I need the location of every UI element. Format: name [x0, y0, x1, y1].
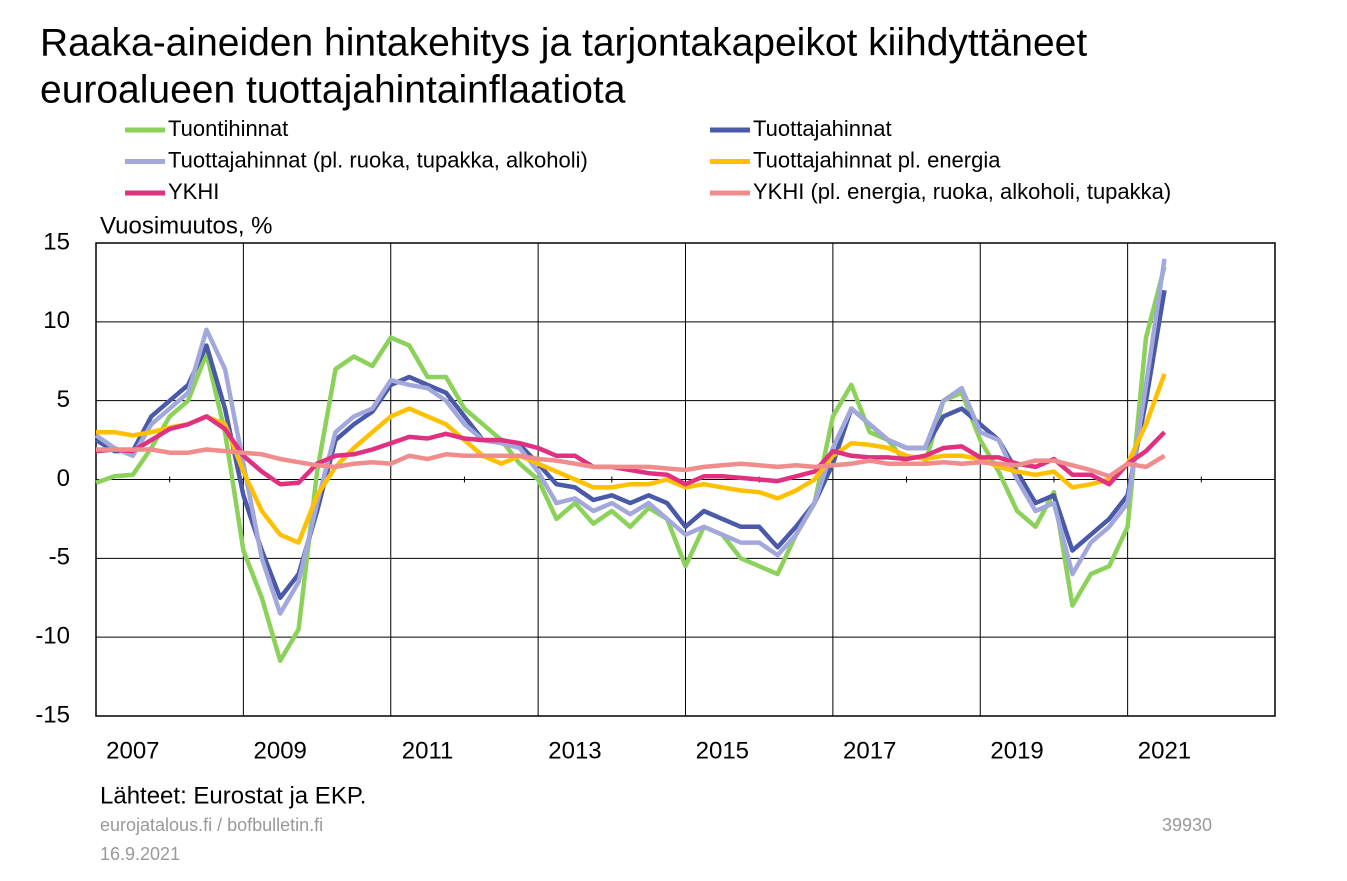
y-tick-label: 0	[57, 465, 70, 492]
footer-date: 16.9.2021	[100, 844, 180, 864]
chart-title: euroalueen tuottajahintainflaatiota	[40, 68, 626, 111]
series-line	[95, 414, 1167, 487]
legend-label: Tuontihinnat	[168, 116, 288, 141]
legend-label: YKHI	[168, 179, 219, 204]
x-tick-label: 2021	[1138, 737, 1191, 764]
legend-label: Tuottajahinnat pl. energia	[753, 147, 1001, 172]
series-line	[96, 447, 1166, 479]
x-tick-label: 2019	[990, 737, 1043, 764]
series-line	[95, 266, 1167, 664]
chart-title: Raaka-aineiden hintakehitys ja tarjontak…	[40, 21, 1087, 64]
legend-label: Tuottajahinnat (pl. ruoka, tupakka, alko…	[168, 147, 588, 172]
x-tick-label: 2015	[696, 737, 749, 764]
series-line	[94, 289, 1167, 601]
legend-label: Tuottajahinnat	[753, 116, 892, 141]
series-line	[94, 258, 1167, 616]
x-tick-label: 2011	[402, 737, 454, 764]
source: Lähteet: Eurostat ja EKP.	[100, 782, 366, 809]
y-tick-label: 10	[43, 307, 70, 334]
x-tick-label: 2013	[548, 737, 601, 764]
x-tick-label: 2009	[254, 737, 307, 764]
footer-id: 39930	[1162, 815, 1212, 835]
y-axis-label: Vuosimuutos, %	[100, 212, 273, 239]
y-tick-label: -10	[35, 623, 70, 650]
plot-border	[95, 242, 1276, 717]
legend-label: YKHI (pl. energia, ruoka, alkoholi, tupa…	[753, 179, 1171, 204]
x-tick-label: 2017	[843, 737, 896, 764]
footer-sites: eurojatalous.fi / bofbulletin.fi	[100, 815, 323, 835]
y-tick-label: 5	[57, 386, 70, 413]
y-tick-label: -5	[49, 544, 70, 571]
y-tick-label: -15	[35, 701, 70, 728]
x-tick-label: 2007	[106, 737, 159, 764]
y-tick-label: 15	[43, 228, 70, 255]
